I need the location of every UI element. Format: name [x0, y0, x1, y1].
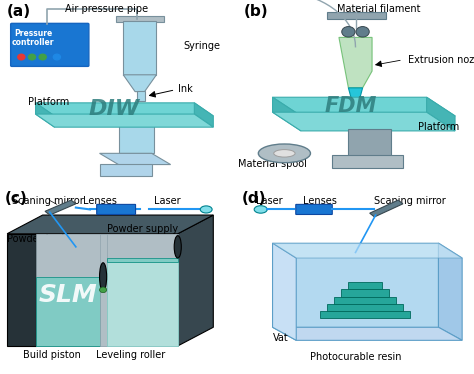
FancyBboxPatch shape — [296, 204, 332, 214]
Text: Powder supply: Powder supply — [107, 224, 178, 234]
Text: Vat: Vat — [273, 333, 288, 343]
Polygon shape — [370, 200, 403, 217]
Text: controller: controller — [12, 37, 55, 47]
Text: Air pressure pipe: Air pressure pipe — [65, 4, 148, 14]
Polygon shape — [273, 243, 438, 327]
Text: Photocurable resin: Photocurable resin — [310, 352, 401, 362]
Polygon shape — [273, 243, 296, 340]
Circle shape — [53, 54, 61, 60]
Bar — [137, 91, 145, 101]
Text: Platform: Platform — [28, 97, 70, 107]
Polygon shape — [273, 97, 301, 131]
Bar — [327, 304, 403, 311]
Ellipse shape — [174, 236, 182, 258]
Circle shape — [342, 27, 355, 37]
Polygon shape — [36, 277, 100, 346]
FancyBboxPatch shape — [18, 26, 62, 40]
Polygon shape — [36, 114, 213, 127]
Polygon shape — [273, 243, 462, 258]
Polygon shape — [36, 234, 178, 346]
Text: Scaning mirror: Scaning mirror — [12, 196, 83, 206]
Polygon shape — [348, 88, 363, 101]
Text: Laser: Laser — [154, 196, 181, 206]
Bar — [100, 164, 152, 176]
Polygon shape — [36, 103, 213, 116]
Text: Laser: Laser — [256, 196, 283, 206]
FancyBboxPatch shape — [97, 204, 136, 214]
Circle shape — [18, 54, 25, 60]
Ellipse shape — [258, 144, 310, 163]
Ellipse shape — [254, 206, 267, 213]
Text: (c): (c) — [5, 191, 27, 206]
Polygon shape — [107, 258, 178, 262]
Polygon shape — [100, 234, 107, 346]
Polygon shape — [427, 97, 455, 131]
Polygon shape — [178, 215, 213, 346]
Text: Leveling roller: Leveling roller — [96, 350, 165, 360]
Bar — [334, 297, 396, 304]
Bar — [332, 155, 403, 168]
Polygon shape — [7, 215, 213, 234]
Polygon shape — [36, 103, 55, 127]
Text: Platform: Platform — [418, 122, 459, 132]
Text: (b): (b) — [244, 4, 269, 19]
Circle shape — [28, 54, 36, 60]
Bar — [354, 100, 357, 107]
Text: Lenses: Lenses — [83, 196, 117, 206]
Polygon shape — [123, 75, 156, 92]
Bar — [118, 125, 154, 153]
Bar — [320, 311, 410, 318]
Text: Build piston: Build piston — [23, 350, 81, 360]
Polygon shape — [339, 37, 372, 88]
Bar — [348, 129, 391, 157]
Polygon shape — [100, 153, 171, 165]
Text: (d): (d) — [242, 191, 266, 206]
Text: Syringe: Syringe — [183, 41, 220, 51]
Bar — [348, 282, 382, 289]
Bar — [341, 289, 389, 297]
Text: SLM: SLM — [38, 283, 97, 307]
Polygon shape — [45, 200, 76, 215]
Bar — [327, 12, 386, 19]
Polygon shape — [107, 262, 178, 346]
FancyBboxPatch shape — [10, 23, 89, 67]
Ellipse shape — [273, 150, 295, 157]
Text: Material spool: Material spool — [238, 159, 307, 169]
Text: Material filament: Material filament — [337, 4, 421, 14]
Bar — [123, 21, 156, 75]
Polygon shape — [438, 243, 462, 340]
Bar — [116, 16, 164, 22]
Text: Powder bed: Powder bed — [7, 234, 64, 244]
Ellipse shape — [100, 263, 107, 291]
Text: (a): (a) — [7, 4, 31, 19]
Polygon shape — [194, 103, 213, 127]
Polygon shape — [273, 327, 462, 340]
Text: Ink: Ink — [178, 84, 192, 94]
Text: Pressure: Pressure — [14, 29, 52, 38]
Polygon shape — [273, 97, 455, 116]
Circle shape — [356, 27, 369, 37]
Circle shape — [100, 287, 107, 292]
Polygon shape — [273, 112, 455, 131]
Polygon shape — [7, 234, 36, 346]
Text: DIW: DIW — [88, 99, 139, 119]
Circle shape — [39, 54, 46, 60]
Text: FDM: FDM — [325, 96, 377, 116]
Text: Extrusion nozzle: Extrusion nozzle — [408, 55, 474, 65]
Text: Scaning mirror: Scaning mirror — [374, 196, 446, 206]
Ellipse shape — [200, 206, 212, 213]
Text: Lenses: Lenses — [303, 196, 337, 206]
